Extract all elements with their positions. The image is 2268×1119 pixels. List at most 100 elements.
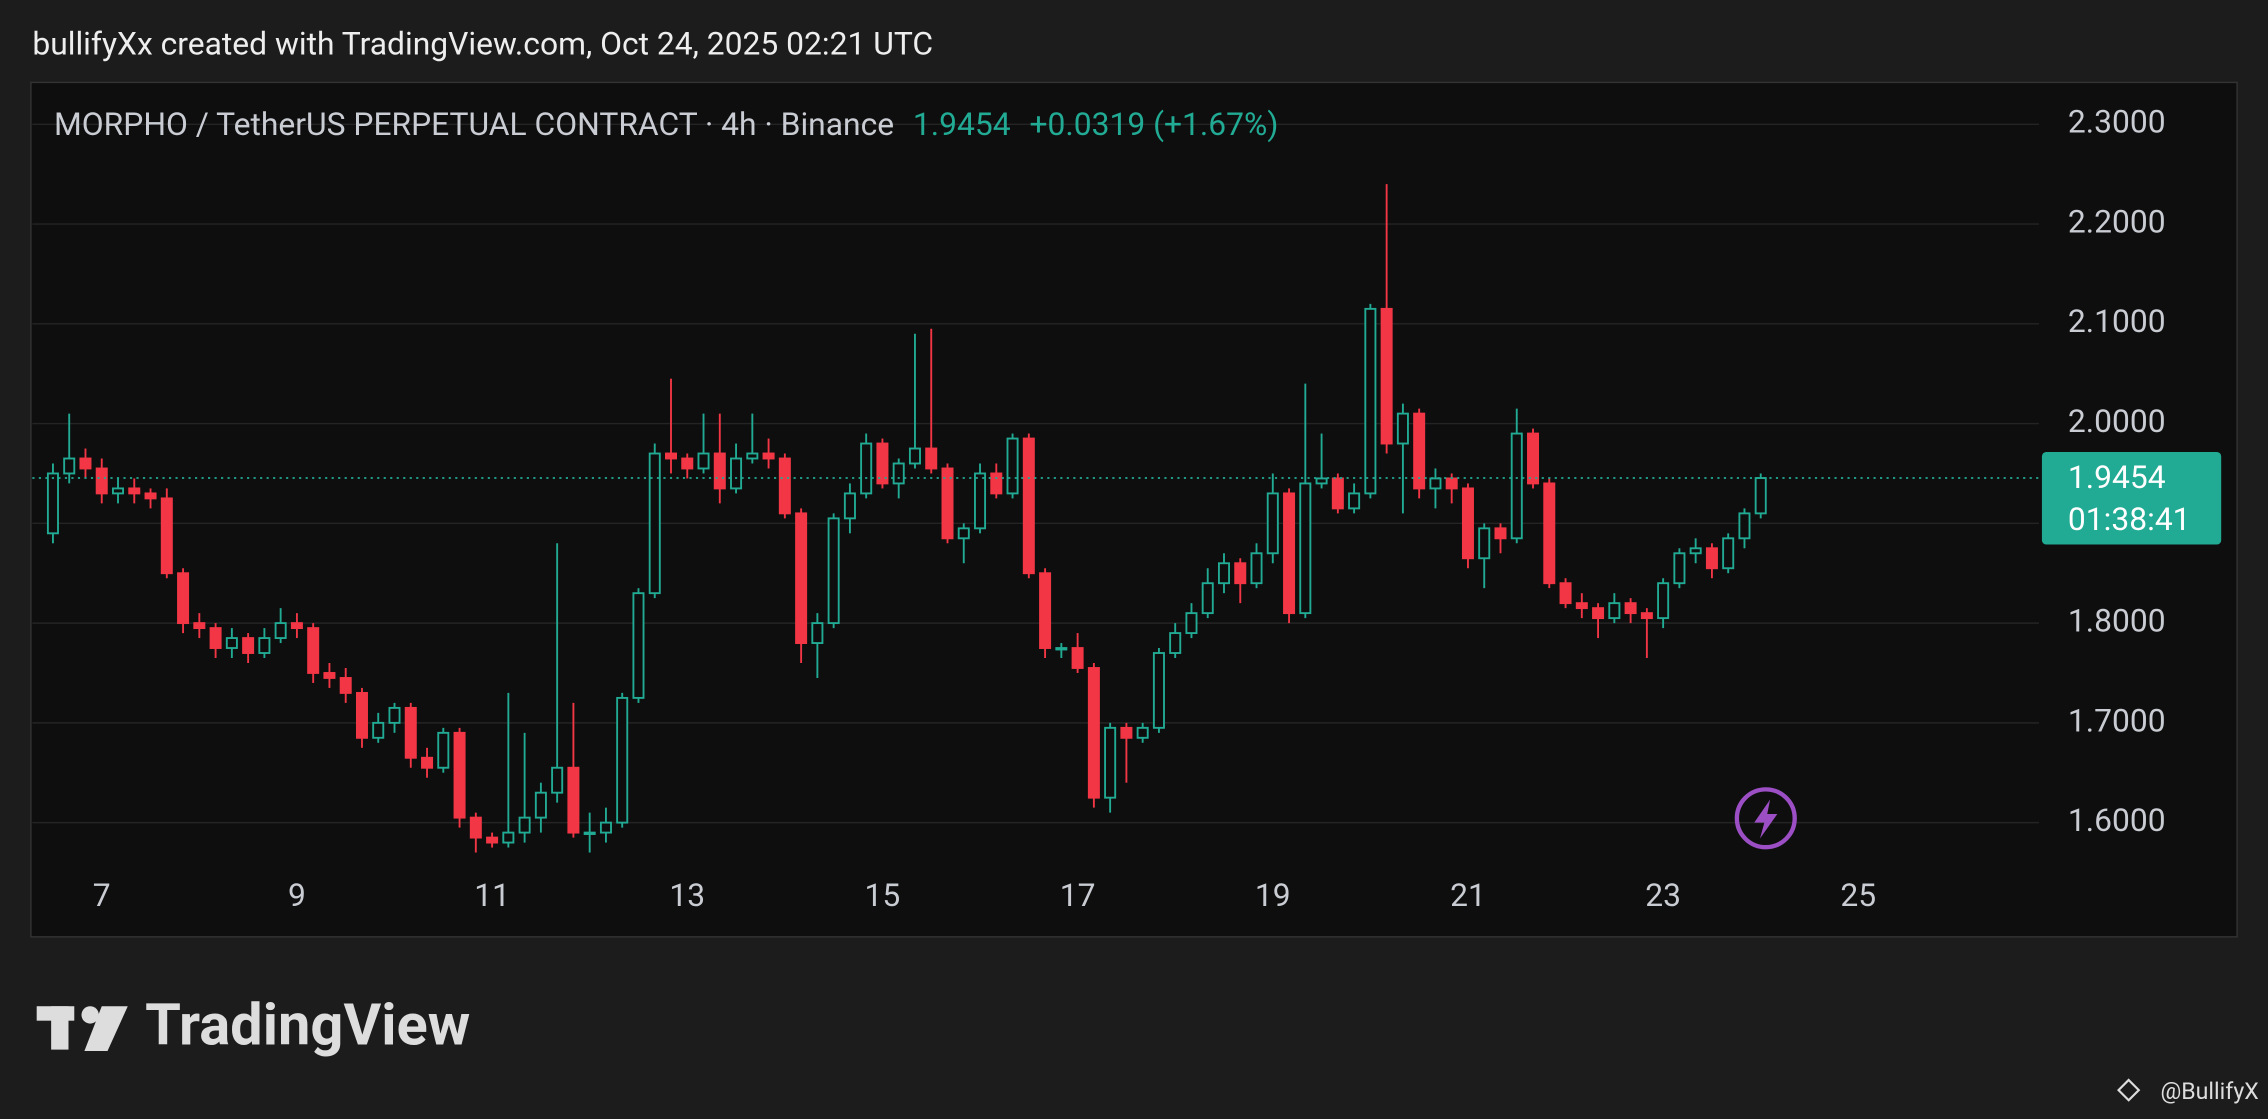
candle-body — [437, 731, 450, 769]
candle-body — [974, 472, 987, 530]
y-tick-label: 2.1000 — [2068, 302, 2166, 340]
x-tick-label: 7 — [93, 876, 111, 914]
candle-body — [1445, 477, 1458, 490]
x-tick-label: 13 — [669, 876, 705, 914]
candle-body — [1494, 527, 1507, 540]
candle-body — [1429, 477, 1442, 490]
candle-body — [1039, 572, 1052, 649]
candle-body — [144, 492, 157, 500]
y-tick-label: 2.3000 — [2068, 103, 2166, 141]
y-tick-label: 2.2000 — [2068, 202, 2166, 240]
candle-body — [892, 462, 905, 485]
candle-body — [1364, 307, 1377, 495]
candle-body — [1250, 552, 1263, 585]
candle-body — [1380, 307, 1393, 445]
candle-body — [599, 821, 612, 834]
candle-body — [908, 447, 921, 465]
candle-body — [112, 487, 125, 495]
candle-body — [1104, 726, 1117, 799]
candle-body — [63, 457, 76, 475]
candle-body — [128, 487, 141, 495]
candle-body — [79, 457, 92, 470]
y-tick-label: 1.7000 — [2068, 701, 2166, 739]
candle-body — [421, 756, 434, 769]
candle-body — [1055, 647, 1068, 651]
candle-body — [860, 442, 873, 495]
candle-body — [1413, 412, 1426, 490]
x-tick-label: 17 — [1060, 876, 1096, 914]
candle-body — [1331, 477, 1344, 510]
price-label: 1.9454 — [2068, 458, 2166, 496]
candle-body — [290, 622, 303, 630]
candle-body — [193, 622, 206, 630]
candle-body — [1185, 612, 1198, 635]
candle-body — [795, 512, 808, 644]
candle-body — [486, 836, 499, 844]
candle-body — [1673, 552, 1686, 585]
candle-body — [1722, 537, 1735, 570]
candle-body — [941, 467, 954, 540]
candle-body — [1266, 492, 1279, 555]
chart-pane — [30, 81, 2238, 938]
candle-body — [1022, 437, 1035, 575]
candle-body — [551, 766, 564, 794]
candle-body — [518, 816, 531, 834]
candle-body — [1657, 582, 1670, 620]
candle-body — [323, 672, 336, 679]
candle-body — [730, 457, 743, 490]
y-tick-label: 1.8000 — [2068, 602, 2166, 640]
candle-body — [1461, 487, 1474, 560]
candle-body — [1608, 602, 1621, 620]
candle-body — [713, 452, 726, 490]
candle-body — [1575, 602, 1588, 610]
price-change: +0.0319 (+1.67%) — [1029, 106, 1278, 144]
candle-body — [567, 766, 580, 834]
candle-body — [632, 592, 645, 699]
candle-body — [1559, 582, 1572, 605]
legend: MORPHO / TetherUS PERPETUAL CONTRACT · 4… — [54, 106, 1278, 144]
candle-body — [1396, 412, 1409, 445]
candle-body — [697, 452, 710, 470]
candle-body — [1152, 652, 1165, 729]
chart-title: MORPHO / TetherUS PERPETUAL CONTRACT · 4… — [54, 106, 894, 144]
plot: 1.60001.70001.80001.90002.00002.10002.20… — [32, 103, 2222, 914]
candle-body — [1543, 482, 1556, 585]
last-price: 1.9454 — [913, 106, 1011, 144]
candle-body — [778, 457, 791, 515]
candle-body — [811, 622, 824, 644]
candle-body — [762, 452, 775, 460]
candle-body — [177, 572, 190, 625]
x-tick-label: 25 — [1840, 876, 1876, 914]
header: bullifyXx created with TradingView.com, … — [32, 25, 933, 63]
candle-body — [1315, 477, 1328, 485]
candle-body — [225, 637, 238, 649]
candle-body — [1201, 582, 1214, 615]
price-label-box — [2041, 452, 2222, 545]
candle-body — [1169, 632, 1182, 654]
candle-body — [404, 706, 417, 759]
x-tick-label: 15 — [865, 876, 901, 914]
candle-body — [1527, 432, 1540, 485]
alert-icon — [1734, 787, 1797, 850]
candle-body — [664, 452, 677, 460]
candle-body — [1217, 562, 1230, 585]
candle-body — [160, 497, 173, 575]
candle-body — [746, 452, 759, 460]
candle-body — [95, 467, 108, 495]
candle-body — [1234, 562, 1247, 585]
tv-logo-icon — [36, 1006, 128, 1052]
x-tick-label: 21 — [1450, 876, 1486, 914]
watermark: @BullifyX — [2161, 1078, 2259, 1105]
watermark-icon — [2117, 1078, 2141, 1102]
candle-body — [339, 677, 352, 694]
candle-body — [1689, 547, 1702, 555]
candle-body — [1478, 527, 1491, 560]
candle-body — [46, 472, 59, 535]
y-tick-label: 1.6000 — [2068, 801, 2166, 839]
countdown: 01:38:41 — [2068, 500, 2191, 538]
candle-body — [1738, 512, 1751, 540]
candle-body — [1006, 437, 1019, 495]
candle-body — [925, 447, 938, 470]
candle-body — [1754, 477, 1767, 515]
candle-body — [1283, 492, 1296, 615]
